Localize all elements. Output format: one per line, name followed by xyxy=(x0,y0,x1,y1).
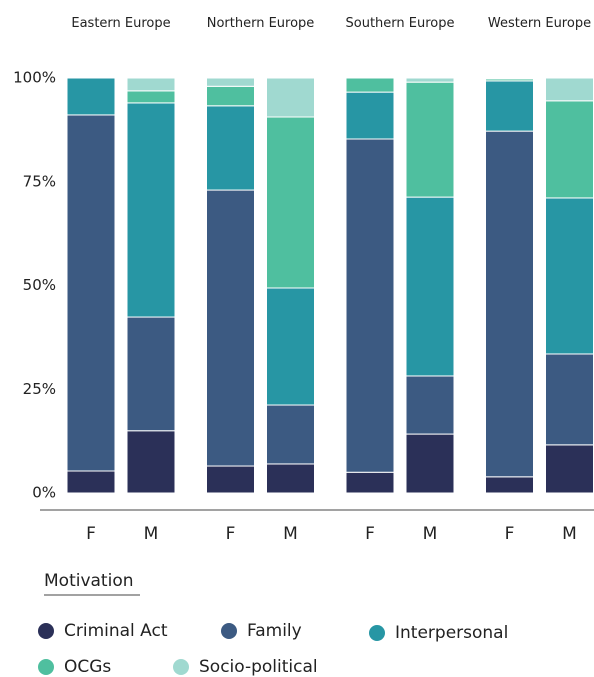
legend-label: Criminal Act xyxy=(64,621,168,641)
bar-segment xyxy=(266,77,315,118)
bar-segment xyxy=(266,404,315,465)
legend-label: Family xyxy=(247,621,302,641)
bar-segment xyxy=(206,465,255,494)
y-tick-label: 25% xyxy=(23,380,56,398)
bar-segment xyxy=(345,138,395,473)
bar-segment xyxy=(66,77,116,116)
group-label: Western Europe xyxy=(487,16,592,31)
bar-segment xyxy=(66,114,116,472)
x-tick-label: F xyxy=(86,524,96,544)
x-tick-label: F xyxy=(365,524,375,544)
x-tick-label: M xyxy=(144,524,159,544)
bar-segment xyxy=(485,80,534,132)
bar-segment xyxy=(66,470,116,494)
bar-segment xyxy=(266,463,315,494)
group-label: Northern Europe xyxy=(206,16,315,31)
bar-segment xyxy=(405,81,455,198)
bar-segment xyxy=(206,105,255,191)
legend-label: Interpersonal xyxy=(395,623,508,643)
bar-segment xyxy=(126,90,176,104)
bar-segment xyxy=(266,116,315,289)
bar-segment xyxy=(345,471,395,494)
bar-segment xyxy=(126,102,176,318)
bar-segment xyxy=(405,196,455,377)
bar-segment xyxy=(266,287,315,406)
legend-marker xyxy=(173,659,189,675)
legend-marker xyxy=(221,623,237,639)
bar-segment xyxy=(545,77,594,102)
bar-segment xyxy=(485,476,534,494)
bar-segment xyxy=(405,375,455,435)
legend-title: Motivation xyxy=(44,571,134,591)
legend-label: OCGs xyxy=(64,657,111,677)
legend-label: Socio-political xyxy=(199,657,318,677)
bar-segment xyxy=(545,444,594,494)
y-tick-label: 75% xyxy=(23,172,56,190)
bar-segment xyxy=(345,91,395,140)
bar-segment xyxy=(126,316,176,432)
legend-marker xyxy=(38,623,54,639)
y-tick-label: 100% xyxy=(13,69,56,87)
bar-segment xyxy=(405,77,455,83)
bar-segment xyxy=(126,77,176,92)
bar-segment xyxy=(545,197,594,355)
x-tick-label: M xyxy=(562,524,577,544)
bar-segment xyxy=(345,77,395,93)
bar-segment xyxy=(126,430,176,494)
bar-segment xyxy=(206,189,255,467)
group-label: Eastern Europe xyxy=(71,16,171,31)
legend-marker xyxy=(369,625,385,641)
x-tick-label: M xyxy=(423,524,438,544)
x-tick-label: M xyxy=(283,524,298,544)
x-tick-label: F xyxy=(505,524,515,544)
bar-segment xyxy=(405,433,455,494)
bar-segment xyxy=(485,130,534,478)
bar-segment xyxy=(545,353,594,446)
y-tick-label: 0% xyxy=(32,484,56,502)
bar-segment xyxy=(206,85,255,107)
legend-marker xyxy=(38,659,54,675)
x-tick-label: F xyxy=(226,524,236,544)
y-tick-label: 50% xyxy=(23,276,56,294)
bar-segment xyxy=(485,77,534,80)
bar-segment xyxy=(545,100,594,199)
bar-segment xyxy=(206,77,255,87)
group-label: Southern Europe xyxy=(345,16,455,31)
